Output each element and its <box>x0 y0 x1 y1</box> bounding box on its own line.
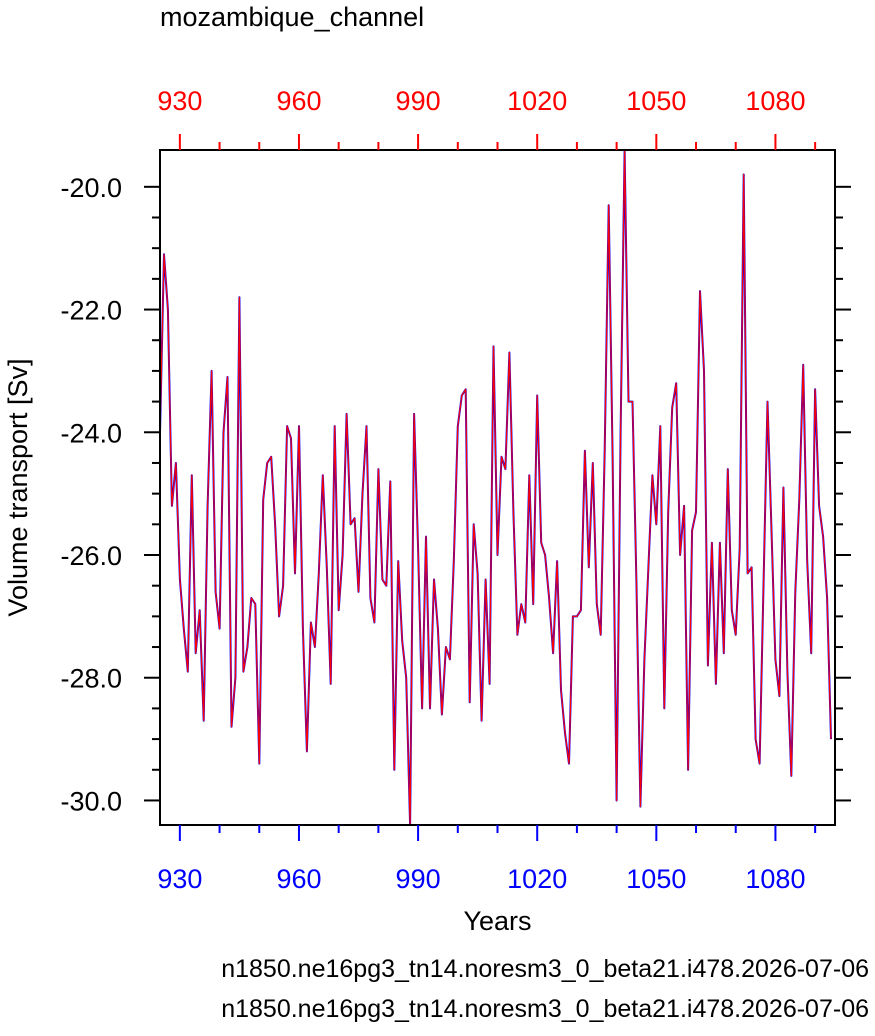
top-x-axis: 930 960 990 1020 1050 1080 <box>157 86 817 150</box>
legend-entry-blue: n1850.ne16pg3_tn14.noresm3_0_beta21.i478… <box>221 955 869 983</box>
series-line-1 <box>159 149 832 826</box>
y-tick-label: -26.0 <box>60 541 122 571</box>
series-line-0 <box>159 149 832 826</box>
y-tick-label: -28.0 <box>60 664 122 694</box>
series-layer <box>159 149 832 826</box>
x-tick-label-bottom: 930 <box>157 864 202 894</box>
x-tick-label-top: 960 <box>276 86 321 116</box>
chart-title: mozambique_channel <box>160 2 425 32</box>
y-tick-label: -30.0 <box>60 786 122 816</box>
x-tick-label-top: 1020 <box>507 86 567 116</box>
bottom-x-axis: 930 960 990 1020 1050 1080 <box>157 825 817 894</box>
x-tick-label-bottom: 960 <box>276 864 321 894</box>
x-tick-label-top: 930 <box>157 86 202 116</box>
y-tick-label: -24.0 <box>60 418 122 448</box>
y-axis-label: Volume transport [Sv] <box>3 358 33 616</box>
left-y-axis: -20.0 -22.0 -24.0 -26.0 -28.0 -30.0 <box>60 173 160 816</box>
x-tick-label-top: 1080 <box>745 86 805 116</box>
x-axis-label: Years <box>463 906 531 936</box>
x-tick-label-bottom: 1020 <box>507 864 567 894</box>
legend-entry-red: n1850.ne16pg3_tn14.noresm3_0_beta21.i478… <box>221 995 869 1023</box>
y-tick-label: -20.0 <box>60 173 122 203</box>
x-tick-label-bottom: 990 <box>396 864 441 894</box>
x-tick-label-bottom: 1050 <box>626 864 686 894</box>
x-tick-label-top: 1050 <box>626 86 686 116</box>
right-y-axis <box>835 185 851 802</box>
x-tick-label-top: 990 <box>396 86 441 116</box>
y-tick-label: -22.0 <box>60 296 122 326</box>
plot-frame <box>159 149 836 826</box>
x-tick-label-bottom: 1080 <box>745 864 805 894</box>
